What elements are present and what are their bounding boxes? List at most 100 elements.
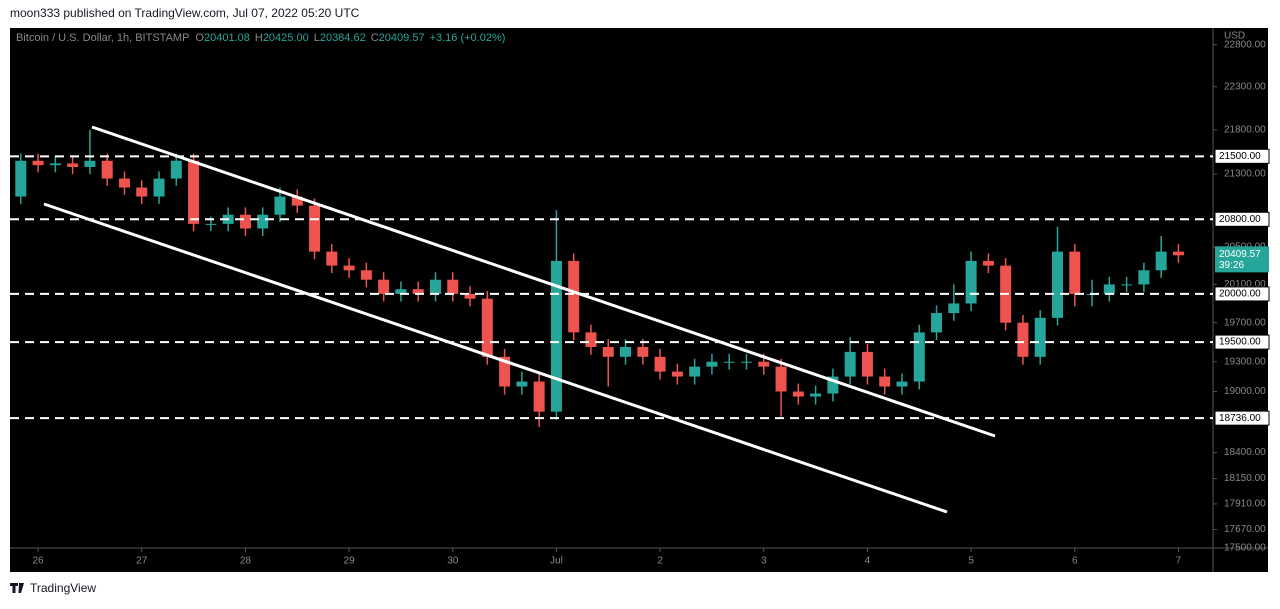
candle-body — [429, 279, 441, 294]
candle-body — [1034, 317, 1046, 357]
level-label: 19500.00 — [1219, 337, 1261, 348]
candle-body — [153, 178, 165, 197]
candle-body — [948, 303, 960, 314]
y-tick-label: 18150.00 — [1224, 473, 1266, 484]
symbol-name: Bitcoin / U.S. Dollar, 1h, BITSTAMP — [16, 32, 189, 44]
candle-body — [827, 376, 839, 394]
y-tick-label: 17910.00 — [1224, 499, 1266, 510]
candle-body — [291, 196, 303, 206]
candle-body — [188, 160, 200, 224]
level-label-box — [1214, 410, 1270, 426]
ohlc-value: 20384.62 — [320, 32, 366, 44]
candle-body — [516, 381, 528, 387]
candle-body — [861, 351, 873, 377]
candle-body — [982, 260, 994, 266]
countdown-label: 39:26 — [1219, 260, 1244, 271]
candle-body — [931, 313, 943, 333]
level-label: 18736.00 — [1219, 413, 1261, 424]
level-label-box — [1214, 211, 1270, 227]
y-tick-label: 17670.00 — [1224, 524, 1266, 535]
candle-body — [326, 251, 338, 266]
candle-body — [101, 160, 113, 179]
ohlc-value: 20409.57 — [379, 32, 425, 44]
candle-body — [170, 160, 182, 179]
ohlc-key: C — [371, 32, 379, 44]
candle-body — [913, 332, 925, 382]
plot — [15, 129, 1184, 427]
candle-body — [378, 279, 390, 294]
candle-body — [689, 366, 701, 377]
currency-label: USD — [1224, 31, 1245, 42]
candle-body — [343, 265, 355, 271]
ohlc-value: 20425.00 — [263, 32, 309, 44]
x-tick-label: 6 — [1072, 556, 1078, 567]
candle-body — [309, 205, 321, 252]
candle-body — [671, 371, 683, 377]
y-tick-label: 19700.00 — [1224, 317, 1266, 328]
x-tick-label: 29 — [344, 556, 356, 567]
candle-body — [550, 260, 562, 412]
candle-body — [395, 289, 407, 294]
candle-body — [412, 289, 424, 294]
candle-body — [706, 361, 718, 367]
candle-body — [360, 270, 372, 280]
y-tick-label: 20100.00 — [1224, 279, 1266, 290]
change-value: +3.16 (+0.02%) — [430, 32, 506, 44]
y-tick-label: 18400.00 — [1224, 447, 1266, 458]
y-tick-label: 22800.00 — [1224, 39, 1266, 50]
candle-body — [654, 356, 666, 372]
x-tick-label: Jul — [550, 556, 563, 567]
candle-body — [723, 361, 735, 363]
candle-body — [533, 381, 545, 412]
candle-body — [620, 346, 632, 357]
trendline-upper — [91, 125, 996, 438]
candle-body — [1103, 284, 1115, 294]
candle-body — [447, 279, 459, 294]
x-tick-label: 7 — [1176, 556, 1182, 567]
brand-logo — [10, 583, 24, 593]
last-price-label: 20409.57 — [1219, 249, 1261, 260]
candle-body — [67, 163, 79, 167]
trendline-lower — [43, 202, 948, 514]
y-tick-label: 17500.00 — [1224, 543, 1266, 554]
candle-body — [585, 332, 597, 347]
ohlc-value: 20401.08 — [204, 32, 250, 44]
x-tick-label: 30 — [447, 556, 459, 567]
level-label: 20800.00 — [1219, 214, 1261, 225]
candle-body — [84, 160, 96, 167]
level-label: 21500.00 — [1219, 151, 1261, 162]
y-tick-label: 22300.00 — [1224, 81, 1266, 92]
candle-body — [239, 214, 251, 229]
candle-body — [32, 160, 44, 166]
brand-name: TradingView — [30, 581, 96, 595]
last-price-box — [1215, 246, 1269, 273]
ohlc-key: O — [195, 32, 204, 44]
y-tick-label: 19300.00 — [1224, 356, 1266, 367]
level-label-box — [1214, 286, 1270, 302]
candle-body — [1138, 270, 1150, 285]
candle-body — [1172, 251, 1184, 256]
candle-body — [118, 178, 130, 188]
x-tick-label: 2 — [657, 556, 663, 567]
level-label-box — [1214, 334, 1270, 350]
level-label-box — [1214, 148, 1270, 164]
candle-body — [810, 393, 822, 397]
candle-body — [274, 196, 286, 215]
ohlc-key: H — [255, 32, 263, 44]
candle-body — [1017, 322, 1029, 357]
candle-body — [481, 298, 493, 357]
chart-background — [10, 28, 1268, 572]
x-tick-label: 27 — [136, 556, 148, 567]
symbol-header: Bitcoin / U.S. Dollar, 1h, BITSTAMP O2040… — [16, 32, 505, 44]
candle-body — [568, 260, 580, 333]
candle-body — [1155, 251, 1167, 271]
candle-body — [1069, 251, 1081, 294]
candle-body — [257, 214, 269, 229]
candle-body — [896, 381, 908, 387]
y-tick-label: 19000.00 — [1224, 386, 1266, 397]
candle-body — [637, 346, 649, 357]
candle-body — [1121, 284, 1133, 286]
candle-body — [15, 160, 27, 197]
